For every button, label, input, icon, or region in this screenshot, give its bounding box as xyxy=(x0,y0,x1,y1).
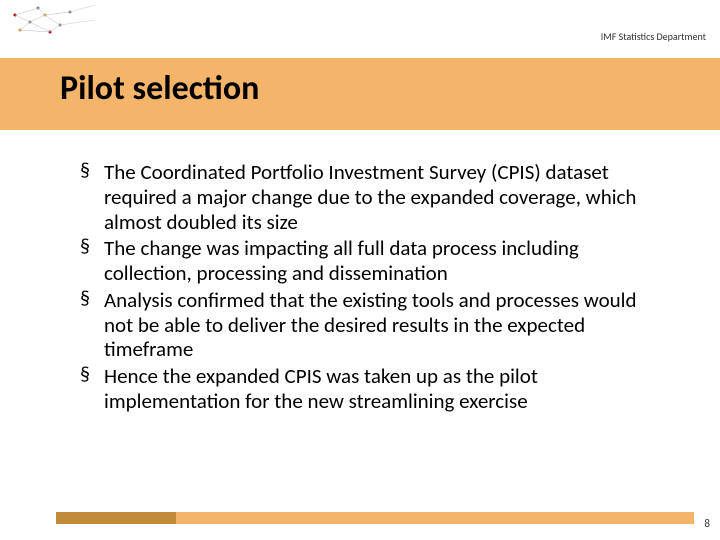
bullet-marker: § xyxy=(80,236,104,258)
bullet-list: § The Coordinated Portfolio Investment S… xyxy=(80,160,665,416)
bullet-marker: § xyxy=(80,288,104,310)
list-item: § Hence the expanded CPIS was taken up a… xyxy=(80,364,665,414)
footer-bar-accent xyxy=(56,512,176,524)
list-item: § The change was impacting all full data… xyxy=(80,236,665,286)
page-number: 8 xyxy=(704,517,710,530)
slide-title: Pilot selection xyxy=(60,68,259,109)
bullet-marker: § xyxy=(80,364,104,386)
bullet-text: Hence the expanded CPIS was taken up as … xyxy=(104,364,665,414)
bullet-marker: § xyxy=(80,160,104,182)
header-label: IMF Statistics Department xyxy=(601,30,706,43)
list-item: § Analysis confirmed that the existing t… xyxy=(80,288,665,362)
logo-graphic xyxy=(0,0,100,45)
list-item: § The Coordinated Portfolio Investment S… xyxy=(80,160,665,234)
bullet-text: The Coordinated Portfolio Investment Sur… xyxy=(104,160,665,234)
bullet-text: Analysis confirmed that the existing too… xyxy=(104,288,665,362)
slide-page: IMF Statistics Department Pilot selectio… xyxy=(0,0,720,540)
bullet-text: The change was impacting all full data p… xyxy=(104,236,665,286)
